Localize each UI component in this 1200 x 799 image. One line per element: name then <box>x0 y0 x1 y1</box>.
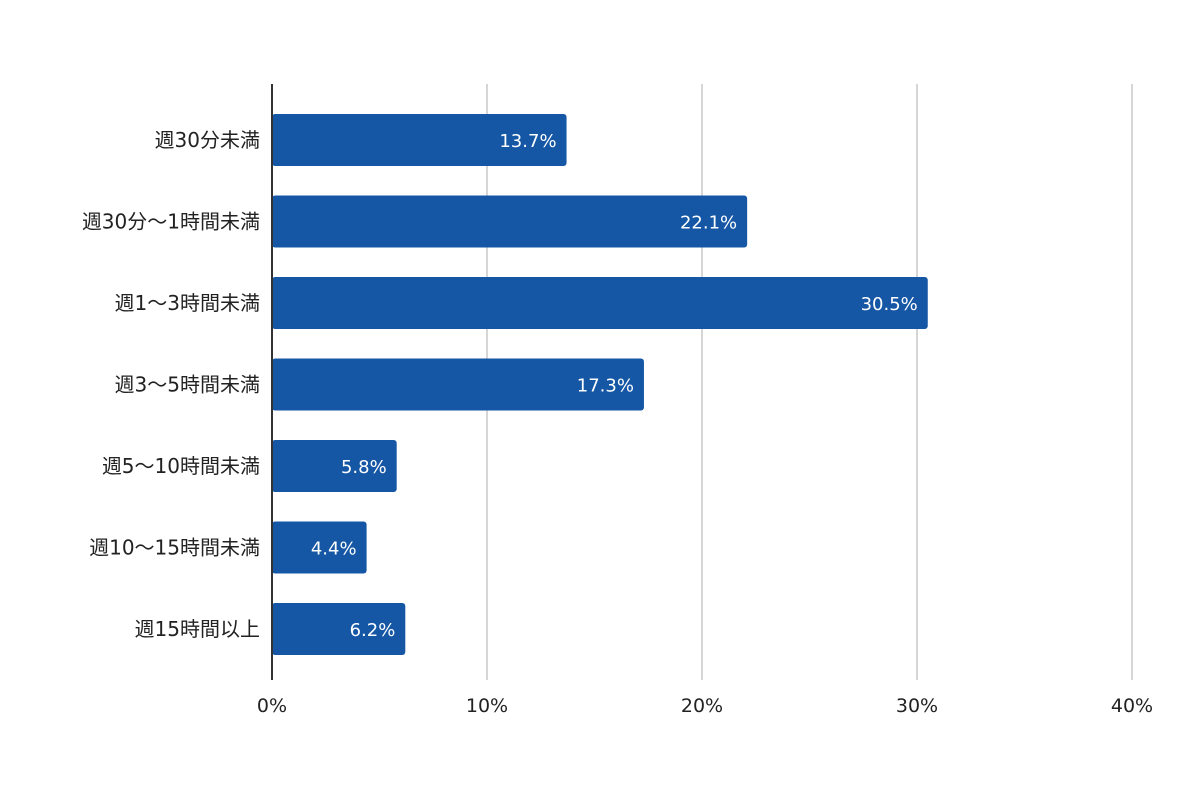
data-label: 30.5% <box>861 294 918 315</box>
data-label: 13.7% <box>499 131 556 152</box>
category-label: 週30分〜1時間未満 <box>82 210 260 234</box>
x-tick-label: 30% <box>896 695 938 717</box>
bar <box>272 440 397 492</box>
bar <box>272 603 406 655</box>
bars <box>272 114 928 655</box>
x-tick-label: 40% <box>1111 695 1153 717</box>
category-label: 週1〜3時間未満 <box>115 291 260 315</box>
category-label: 週10〜15時間未満 <box>89 536 260 560</box>
data-label: 4.4% <box>311 539 357 560</box>
data-label: 17.3% <box>577 376 634 397</box>
data-label: 5.8% <box>341 457 387 478</box>
category-label: 週15時間以上 <box>135 617 260 641</box>
category-label: 週5〜10時間未満 <box>102 454 260 478</box>
data-labels: 13.7% 22.1% 30.5% 17.3% 5.8% 4.4% 6.2% <box>311 131 918 641</box>
bar <box>272 521 367 574</box>
x-tick-label: 20% <box>681 695 723 717</box>
category-label: 週3〜5時間未満 <box>115 373 260 397</box>
data-label: 22.1% <box>680 213 737 234</box>
bar <box>272 358 644 411</box>
bar <box>272 195 748 248</box>
category-label: 週30分未満 <box>155 128 260 152</box>
x-tick-labels: 0% 10% 20% 30% 40% <box>257 695 1153 717</box>
x-tick-label: 0% <box>257 695 287 717</box>
bar <box>272 277 928 329</box>
bar <box>272 114 567 166</box>
category-labels: 週30分未満週30分〜1時間未満週1〜3時間未満週3〜5時間未満週5〜10時間未… <box>82 128 260 641</box>
x-tick-label: 10% <box>466 695 508 717</box>
data-label: 6.2% <box>350 620 396 641</box>
